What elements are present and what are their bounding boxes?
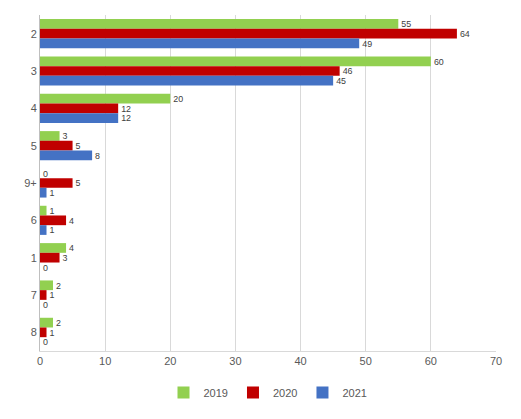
svg-text:46: 46 — [343, 66, 353, 76]
svg-text:64: 64 — [460, 29, 470, 39]
svg-text:70: 70 — [490, 355, 502, 367]
svg-text:4: 4 — [69, 243, 74, 253]
svg-text:2020: 2020 — [273, 387, 297, 399]
svg-text:49: 49 — [362, 39, 372, 49]
svg-text:3: 3 — [63, 131, 68, 141]
svg-text:2: 2 — [31, 28, 37, 40]
svg-text:12: 12 — [121, 104, 131, 114]
svg-text:0: 0 — [43, 337, 48, 347]
svg-text:1: 1 — [31, 252, 37, 264]
svg-text:3: 3 — [63, 253, 68, 263]
svg-text:0: 0 — [43, 169, 48, 179]
svg-text:4: 4 — [31, 102, 37, 114]
svg-text:30: 30 — [229, 355, 241, 367]
svg-text:50: 50 — [360, 355, 372, 367]
svg-text:1: 1 — [50, 225, 55, 235]
svg-text:5: 5 — [31, 140, 37, 152]
svg-text:5: 5 — [76, 178, 81, 188]
svg-text:2021: 2021 — [342, 387, 366, 399]
svg-text:55: 55 — [401, 19, 411, 29]
svg-text:20: 20 — [164, 355, 176, 367]
svg-text:8: 8 — [95, 151, 100, 161]
svg-text:6: 6 — [31, 214, 37, 226]
svg-text:12: 12 — [121, 113, 131, 123]
svg-text:60: 60 — [434, 57, 444, 67]
svg-text:4: 4 — [69, 216, 74, 226]
svg-text:5: 5 — [76, 141, 81, 151]
svg-text:8: 8 — [31, 326, 37, 338]
svg-text:1: 1 — [50, 188, 55, 198]
svg-text:7: 7 — [31, 289, 37, 301]
svg-text:2019: 2019 — [204, 387, 228, 399]
svg-text:2: 2 — [56, 318, 61, 328]
svg-text:1: 1 — [50, 206, 55, 216]
svg-text:20: 20 — [173, 94, 183, 104]
svg-text:0: 0 — [43, 263, 48, 273]
svg-text:10: 10 — [99, 355, 111, 367]
svg-text:0: 0 — [43, 300, 48, 310]
svg-text:45: 45 — [336, 76, 346, 86]
svg-text:40: 40 — [294, 355, 306, 367]
svg-text:3: 3 — [31, 65, 37, 77]
svg-text:60: 60 — [425, 355, 437, 367]
svg-text:1: 1 — [50, 290, 55, 300]
svg-text:9+: 9+ — [24, 177, 37, 189]
svg-text:2: 2 — [56, 281, 61, 291]
svg-text:0: 0 — [37, 355, 43, 367]
svg-text:1: 1 — [50, 328, 55, 338]
